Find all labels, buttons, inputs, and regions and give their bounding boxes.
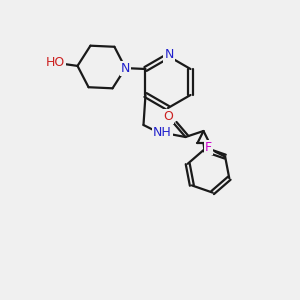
Text: HO: HO [46,56,65,69]
Text: O: O [164,110,173,122]
Text: N: N [121,61,130,75]
Text: NH: NH [153,127,172,140]
Text: N: N [164,49,174,62]
Text: F: F [205,141,212,154]
